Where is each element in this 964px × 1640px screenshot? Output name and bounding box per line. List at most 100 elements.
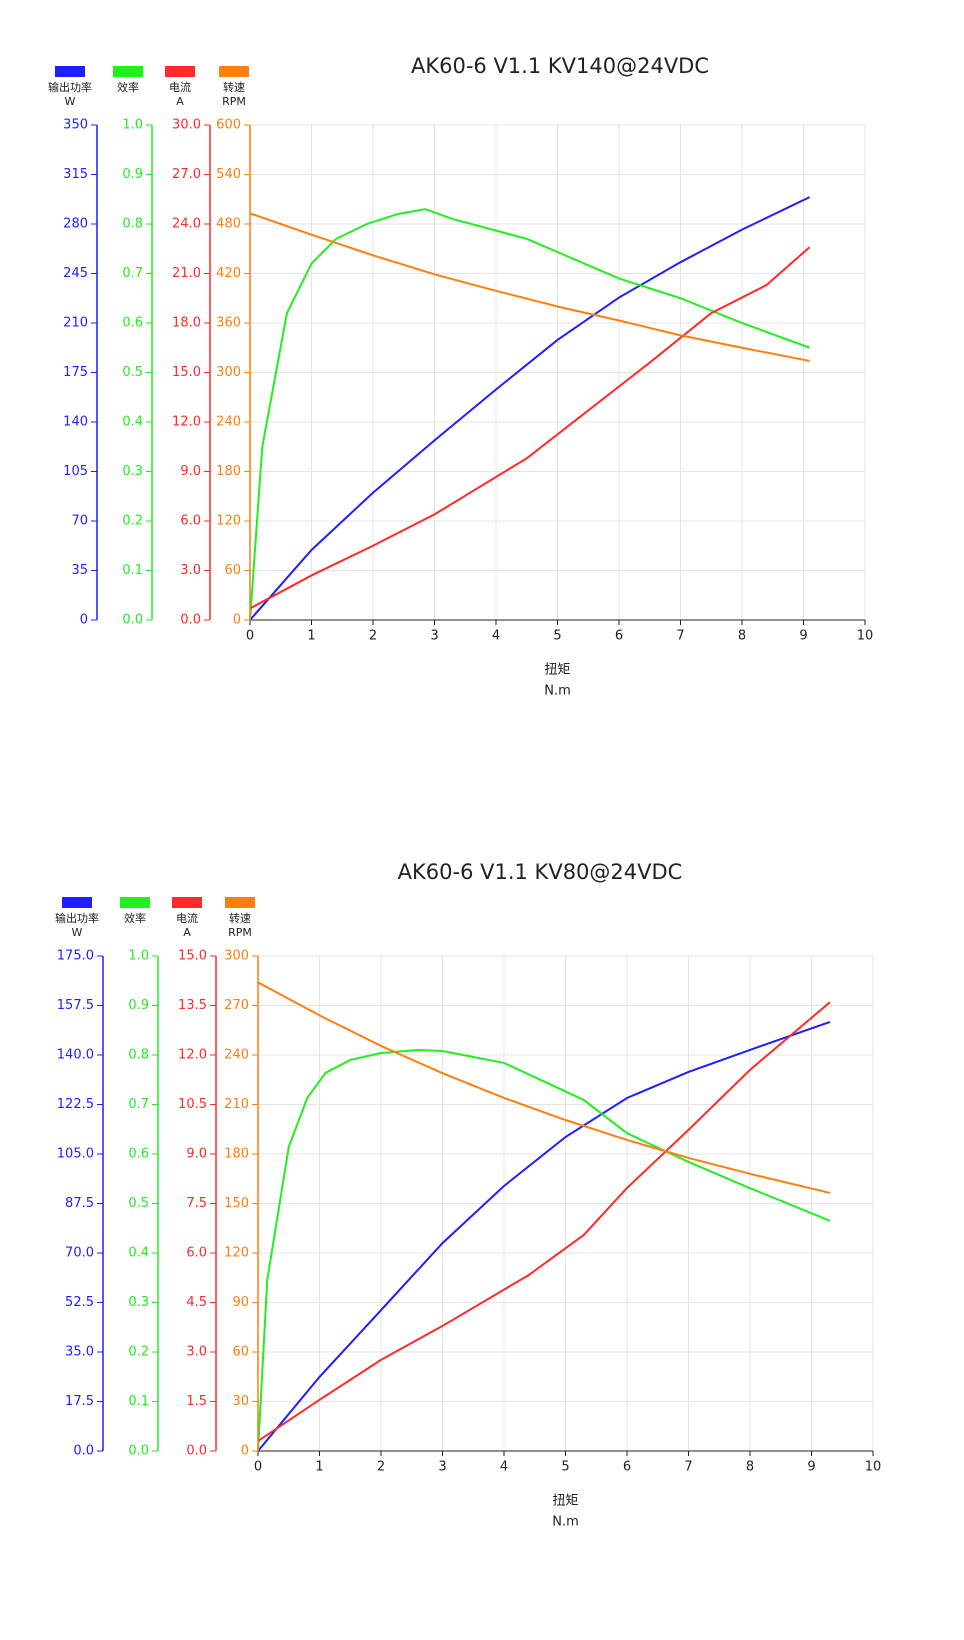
y-tick-label: 10.5 — [178, 1097, 207, 1112]
legend-unit: RPM — [228, 926, 252, 939]
x-tick-label: 4 — [492, 629, 500, 644]
y-tick-label: 0.1 — [128, 1394, 149, 1409]
y-tick-label: 30 — [232, 1394, 249, 1409]
y-tick-label: 15.0 — [178, 949, 207, 964]
chart-title: AK60-6 V1.1 KV80@24VDC — [398, 860, 683, 884]
y-tick-label: 0.6 — [128, 1147, 149, 1162]
y-tick-label: 6.0 — [186, 1246, 207, 1261]
x-tick-label: 2 — [369, 629, 377, 644]
legend-label: 效率 — [124, 911, 146, 925]
y-tick-label: 27.0 — [172, 167, 201, 182]
y-tick-label: 540 — [216, 167, 241, 182]
y-tick-label: 600 — [216, 118, 241, 133]
series-line — [249, 208, 810, 621]
y-tick-label: 120 — [224, 1246, 249, 1261]
y-tick-label: 0.1 — [122, 563, 143, 578]
y-tick-label: 360 — [216, 316, 241, 331]
x-tick-label: 7 — [676, 629, 684, 644]
y-tick-label: 120 — [216, 514, 241, 529]
y-tick-label: 52.5 — [65, 1295, 94, 1310]
y-tick-label: 1.0 — [128, 949, 149, 964]
legend-swatch — [165, 66, 195, 77]
x-axis-unit: N.m — [552, 1515, 579, 1530]
x-axis-label: 扭矩 — [552, 1494, 578, 1509]
x-tick-label: 0 — [246, 629, 254, 644]
y-tick-label: 0.7 — [122, 266, 143, 281]
y-tick-label: 1.5 — [186, 1394, 207, 1409]
y-tick-label: 180 — [224, 1147, 249, 1162]
legend-swatch — [55, 66, 85, 77]
x-tick-label: 9 — [807, 1460, 815, 1475]
legend-unit: A — [176, 95, 184, 108]
legend-unit: RPM — [222, 95, 246, 108]
x-axis-label: 扭矩 — [544, 663, 570, 678]
y-tick-label: 0.4 — [128, 1246, 149, 1261]
y-tick-label: 60 — [232, 1345, 249, 1360]
y-tick-label: 315 — [63, 167, 88, 182]
y-tick-label: 12.0 — [178, 1048, 207, 1063]
y-tick-label: 350 — [63, 118, 88, 133]
x-tick-label: 6 — [615, 629, 623, 644]
y-tick-label: 6.0 — [180, 514, 201, 529]
y-tick-label: 0.9 — [122, 167, 143, 182]
y-tick-label: 35 — [71, 563, 88, 578]
x-tick-label: 7 — [684, 1460, 692, 1475]
x-tick-label: 1 — [315, 1460, 323, 1475]
y-tick-label: 122.5 — [57, 1097, 94, 1112]
y-tick-label: 0.4 — [122, 415, 143, 430]
x-tick-label: 4 — [500, 1460, 508, 1475]
y-tick-label: 1.0 — [122, 118, 143, 133]
x-tick-label: 8 — [746, 1460, 754, 1475]
series-line — [257, 1001, 831, 1442]
y-tick-label: 9.0 — [180, 464, 201, 479]
y-tick-label: 0.0 — [128, 1444, 149, 1459]
legend-label: 输出功率 — [55, 911, 99, 925]
y-tick-label: 3.0 — [186, 1345, 207, 1360]
y-tick-label: 0.5 — [122, 365, 143, 380]
series-line — [249, 196, 811, 621]
y-tick-label: 0.5 — [128, 1196, 149, 1211]
y-tick-label: 270 — [224, 998, 249, 1013]
y-tick-label: 0.0 — [73, 1444, 94, 1459]
y-tick-label: 245 — [63, 266, 88, 281]
x-axis-unit: N.m — [544, 684, 571, 699]
x-tick-label: 10 — [865, 1460, 882, 1475]
y-tick-label: 157.5 — [57, 998, 94, 1013]
x-tick-label: 8 — [738, 629, 746, 644]
y-tick-label: 0.8 — [128, 1048, 149, 1063]
y-tick-label: 210 — [224, 1097, 249, 1112]
series-line — [249, 212, 810, 362]
x-tick-label: 1 — [307, 629, 315, 644]
series-line — [257, 1049, 831, 1452]
y-tick-label: 70.0 — [65, 1246, 94, 1261]
y-tick-label: 0.3 — [128, 1295, 149, 1310]
legend-swatch — [120, 897, 150, 908]
y-tick-label: 0 — [241, 1444, 249, 1459]
y-tick-label: 4.5 — [186, 1295, 207, 1310]
y-tick-label: 0.2 — [122, 514, 143, 529]
legend-unit: A — [183, 926, 191, 939]
y-tick-label: 140 — [63, 415, 88, 430]
y-tick-label: 480 — [216, 217, 241, 232]
y-tick-label: 7.5 — [186, 1196, 207, 1211]
y-tick-label: 105.0 — [57, 1147, 94, 1162]
legend-label: 电流 — [176, 911, 198, 925]
series-line — [257, 981, 831, 1194]
y-tick-label: 240 — [216, 415, 241, 430]
x-tick-label: 6 — [623, 1460, 631, 1475]
y-tick-label: 18.0 — [172, 316, 201, 331]
y-tick-label: 140.0 — [57, 1048, 94, 1063]
series-line — [249, 246, 811, 610]
y-tick-label: 15.0 — [172, 365, 201, 380]
y-tick-label: 9.0 — [186, 1147, 207, 1162]
y-tick-label: 240 — [224, 1048, 249, 1063]
x-tick-label: 9 — [799, 629, 807, 644]
legend-swatch — [219, 66, 249, 77]
legend-swatch — [225, 897, 255, 908]
legend-unit: W — [65, 95, 76, 108]
y-tick-label: 0.9 — [128, 998, 149, 1013]
legend-label: 效率 — [117, 80, 139, 94]
y-tick-label: 0.2 — [128, 1345, 149, 1360]
x-tick-label: 2 — [377, 1460, 385, 1475]
